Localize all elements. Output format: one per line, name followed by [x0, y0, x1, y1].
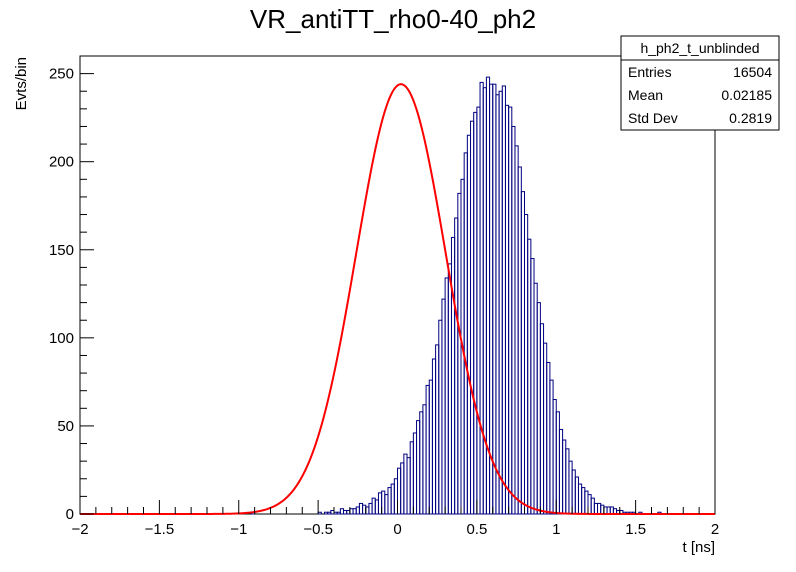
- x-tick-label: 0: [393, 521, 401, 538]
- stats-name: h_ph2_t_unblinded: [640, 40, 759, 56]
- stats-box: h_ph2_t_unblinded Entries 16504 Mean 0.0…: [620, 35, 780, 131]
- stats-entries-value: 16504: [733, 64, 772, 80]
- stats-entries-label: Entries: [628, 64, 672, 80]
- x-tick-label: 1: [552, 521, 560, 538]
- stats-stddev-value: 0.2819: [729, 110, 772, 126]
- x-tick-label: −1.5: [145, 521, 175, 538]
- x-tick-label: −1: [230, 521, 247, 538]
- stats-mean-value: 0.02185: [721, 87, 772, 103]
- y-tick-label: 250: [49, 66, 74, 83]
- y-tick-label: 100: [49, 330, 74, 347]
- y-tick-label: 150: [49, 242, 74, 259]
- y-tick-label: 50: [57, 418, 74, 435]
- x-tick-label: 2: [711, 521, 719, 538]
- y-tick-label: 200: [49, 154, 74, 171]
- stats-mean-label: Mean: [628, 87, 663, 103]
- gaussian-fit-line: [80, 83, 715, 515]
- x-tick-label: −0.5: [303, 521, 333, 538]
- stats-stddev-label: Std Dev: [628, 110, 678, 126]
- y-axis-title: Evts/bin: [13, 57, 30, 110]
- x-tick-label: −2: [71, 521, 88, 538]
- chart-title: VR_antiTT_rho0-40_ph2: [250, 4, 536, 34]
- y-tick-label: 0: [66, 506, 74, 523]
- x-axis-title: t [ns]: [682, 539, 715, 556]
- x-tick-label: 0.5: [466, 521, 487, 538]
- plot-frame: [79, 55, 716, 515]
- x-tick-label: 1.5: [625, 521, 646, 538]
